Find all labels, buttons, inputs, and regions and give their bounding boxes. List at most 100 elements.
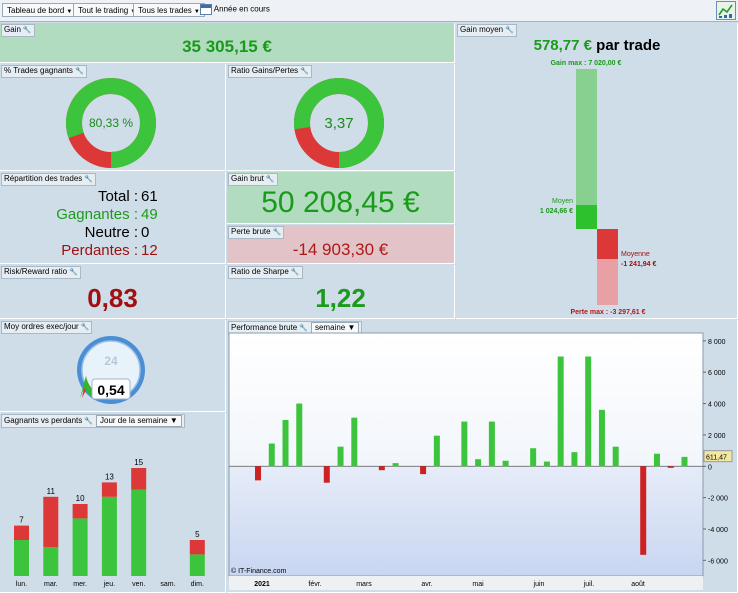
loss-value: 12	[141, 242, 158, 259]
winlose-panel: Gagnants vs perdants 🔧 Jour de la semaine …	[0, 413, 226, 593]
win-bar	[189, 554, 205, 576]
week-bar	[612, 446, 619, 467]
trades-label: Tous les trades	[138, 6, 192, 15]
perte-max-label: Perte max : -3 297,61 €	[570, 309, 645, 316]
donut-rings	[66, 78, 156, 168]
win-row: Gagnantes :49	[0, 206, 225, 224]
trades-dropdown[interactable]: Tous les trades ▼	[133, 3, 205, 17]
week-bar	[571, 452, 578, 467]
loss-bar	[72, 504, 88, 519]
loss-bar	[189, 540, 205, 555]
repartition-panel: Répartition des trades 🔧 Total :61 Gagnan…	[0, 172, 226, 264]
neutral-row: Neutre :0	[0, 224, 225, 242]
ratio-title: Ratio Gains/Pertes 🔧	[228, 65, 312, 78]
ratio-panel: Ratio Gains/Pertes 🔧 3,37	[227, 64, 455, 171]
clock-label: 24	[104, 354, 118, 368]
win-pct-title: % Trades gagnants 🔧	[1, 65, 87, 78]
win-bar	[72, 518, 88, 576]
sharpe-panel: Ratio de Sharpe 🔧 1,22	[227, 265, 455, 319]
repartition-title: Répartition des trades 🔧	[1, 173, 96, 186]
period-selector[interactable]: Année en cours	[200, 4, 270, 15]
win-bar	[43, 547, 59, 576]
moyenne-label: Moyenne	[621, 251, 650, 258]
x-tick-label: mars	[356, 581, 372, 588]
avg-gain-suffix: par trade	[596, 37, 661, 54]
wrench-icon: 🔧	[272, 229, 282, 236]
winlose-chart: 7 lun. 11 mar. 10 mer. 13 jeu. 15 ven. sam. 5 dim.	[14, 458, 205, 588]
copyright: © IT-Finance.com	[231, 568, 287, 575]
x-tick-label: 2021	[254, 581, 270, 588]
week-bar	[268, 443, 275, 467]
period-select[interactable]: semaine ▼	[310, 322, 360, 334]
week-bar	[296, 403, 303, 467]
x-tick-label: juil.	[583, 581, 595, 588]
clock-gauge: 24 0,54	[77, 336, 145, 404]
avg-gain-panel: Gain moyen 🔧 578,77 € par trade Gain max …	[456, 23, 738, 319]
gross-gain-value: 50 208,45 €	[261, 186, 420, 219]
gain-max-label: Gain max : 7 020,00 €	[551, 60, 622, 67]
wrench-icon: 🔧	[84, 418, 93, 425]
category-label: jeu.	[103, 581, 115, 588]
gross-loss-title: Perte brute 🔧	[228, 226, 285, 239]
week-bar	[640, 466, 647, 555]
category-label: mer.	[73, 581, 87, 588]
wrench-icon: 🔧	[69, 269, 78, 276]
x-tick-label: avr.	[421, 581, 432, 588]
moyen-value: 1 024,66 €	[540, 208, 573, 215]
wrench-icon: 🔧	[505, 27, 514, 34]
total-row: Total :61	[0, 188, 225, 206]
week-bar	[475, 459, 482, 467]
x-tick-label: juin	[533, 581, 545, 588]
win-pct-panel: % Trades gagnants 🔧 80,33 %	[0, 64, 226, 171]
wrench-icon: 🔧	[22, 27, 32, 34]
sharpe-value: 1,22	[315, 283, 366, 313]
chevron-down-icon: ▼	[193, 9, 200, 15]
risk-reward-panel: Risk/Reward ratio 🔧 0,83	[0, 265, 226, 319]
week-bar	[502, 460, 509, 467]
chart-export-icon[interactable]	[716, 1, 736, 20]
y-tick-label: 4 000	[708, 402, 726, 409]
gain-panel: Gain 🔧 35 305,15 €	[0, 23, 455, 63]
chevron-down-icon: ▼	[66, 9, 73, 15]
moyen-label: Moyen	[552, 198, 573, 205]
week-bar	[323, 466, 330, 483]
trading-dropdown[interactable]: Tout le trading▼	[73, 3, 142, 17]
gain-avg-bar	[576, 205, 597, 229]
week-bar	[420, 466, 427, 475]
gross-loss-panel: Perte brute 🔧 -14 903,30 €	[227, 225, 455, 264]
avg-gain-gauge: Gain max : 7 020,00 € Moyen 1 024,66 € M…	[540, 60, 657, 316]
loss-bar	[43, 496, 59, 548]
x-tick-label: févr.	[308, 581, 321, 588]
week-bar	[351, 417, 358, 467]
week-bar	[585, 356, 592, 467]
week-bar	[653, 453, 660, 467]
week-bar	[282, 420, 289, 467]
week-bar	[681, 456, 688, 467]
week-bar	[433, 435, 440, 467]
weekday-select[interactable]: Jour de la semaine ▼	[96, 415, 182, 427]
week-bar	[667, 466, 674, 468]
orders-title: Moy ordres exec/jour 🔧	[1, 321, 93, 334]
y-tick-label: 8 000	[708, 339, 726, 346]
total-label: 13	[105, 472, 114, 481]
loss-bar	[131, 468, 147, 490]
loss-bar	[101, 482, 117, 497]
ratio-donut: 3,37	[294, 78, 384, 168]
dashboard-dropdown[interactable]: Tableau de bord ▼	[2, 3, 78, 17]
total-label: 5	[195, 530, 200, 539]
wrench-icon: 🔧	[80, 324, 90, 331]
negative-bg	[229, 466, 703, 576]
week-bar	[557, 356, 564, 467]
winlose-title: Gagnants vs perdants 🔧 Jour de la semaine …	[1, 414, 185, 428]
total-value: 61	[141, 188, 158, 205]
y-tick-label: 0	[708, 464, 712, 471]
calendar-icon	[200, 4, 212, 15]
trading-label: Tout le trading	[78, 6, 129, 15]
gain-value: 35 305,15 €	[182, 37, 272, 56]
loss-row: Perdantes :12	[0, 242, 225, 260]
sharpe-title: Ratio de Sharpe 🔧	[228, 266, 303, 279]
avg-gain-value: 578,77 €	[533, 37, 592, 54]
total-label: 7	[19, 516, 24, 525]
y-tick-label: 6 000	[708, 370, 726, 377]
current-value-box	[703, 450, 733, 463]
